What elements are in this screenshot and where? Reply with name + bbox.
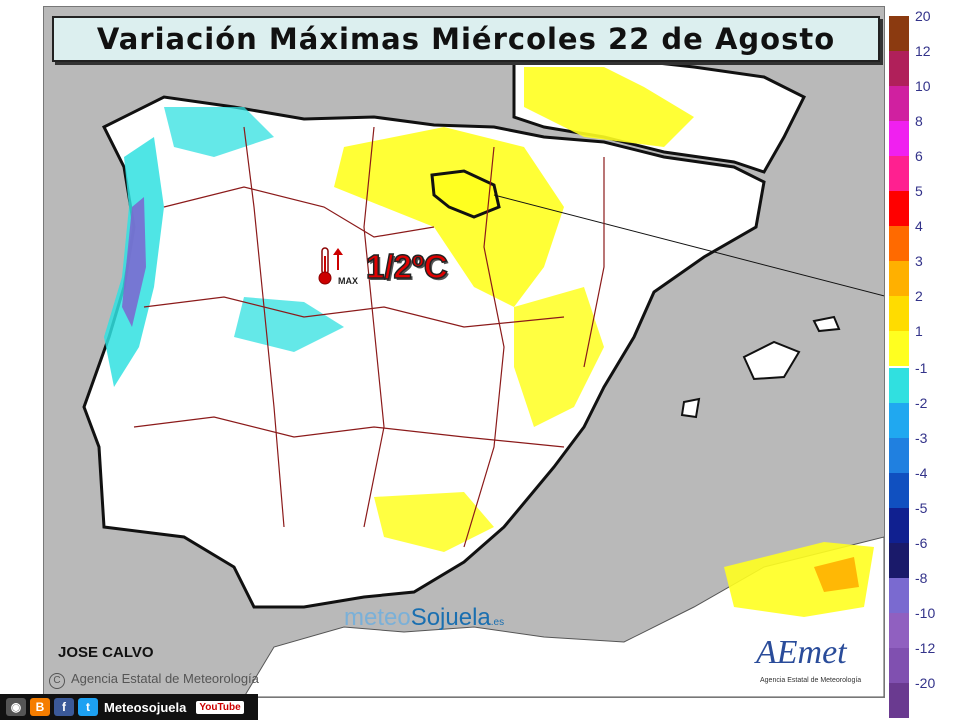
legend-negative-label: -6 [915,535,928,551]
legend-positive-swatch [889,191,909,226]
legend-positive-label: 20 [915,8,931,24]
warm-patch-east [514,287,604,427]
warm-patch-sea [724,542,874,617]
map-frame [43,6,885,698]
legend-negative-label: -8 [915,570,928,586]
aemet-logo: AEmet Agencia Estatal de Meteorología [746,630,876,690]
hot-patch-sea [814,557,859,592]
legend-negative-swatch [889,508,909,543]
legend-positive-label: 4 [915,218,923,234]
map-title: Variación Máximas Miércoles 22 de Agosto [96,22,836,56]
cool-patch-center [234,297,344,352]
watermark-part2: Sojuela [410,604,491,631]
youtube-icon[interactable]: YouTube [196,700,244,714]
legend-negative-label: -3 [915,430,928,446]
legend-positive-label: 6 [915,148,923,164]
legend-positive-swatch [889,16,909,51]
legend-positive-swatch [889,261,909,296]
ibiza [680,397,701,419]
aemet-name: AEmet [756,634,847,671]
watermark-suffix: .es [490,617,505,628]
legend-positive-label: 10 [915,78,931,94]
warm-patch-ebro [334,127,564,307]
copyright-icon: C [49,673,65,689]
facebook-icon[interactable]: f [54,698,74,716]
legend-negative-label: -20 [915,675,936,691]
cold-patch-coast [122,197,146,327]
legend-positive-swatch [889,121,909,156]
title-banner: Variación Máximas Miércoles 22 de Agosto [52,16,880,62]
province-borders [133,126,605,548]
africa-land [243,536,884,697]
menorca [812,315,841,333]
legend-positive-label: 2 [915,288,923,304]
legend-negative-swatch [889,403,909,438]
legend-positive-label: 1 [915,323,923,339]
la-rioja-outline [430,169,501,219]
legend-negative-swatch [889,473,909,508]
legend-negative-swatch [889,578,909,613]
social-account-name: Meteosojuela [104,699,187,715]
agency-credit: C Agencia Estatal de Meteorología [49,671,259,689]
agency-name: Agencia Estatal de Meteorología [71,671,259,686]
instagram-icon[interactable]: ◉ [6,698,26,716]
legend-negative-swatch [889,648,909,683]
watermark-logo: meteoSojuela.es [344,604,504,632]
warm-patch-france [524,67,694,147]
blogger-icon[interactable]: B [30,698,50,716]
pointer-line [493,194,884,297]
legend-positive-swatch [889,331,909,366]
legend-positive-swatch [889,226,909,261]
twitter-icon[interactable]: t [78,698,98,716]
max-label: MAX [338,276,358,286]
legend-negative-swatch [889,368,909,403]
legend-negative-label: -12 [915,640,936,656]
thermometer-max-icon [318,247,343,285]
legend-positive-swatch [889,156,909,191]
warm-patch-south [374,492,494,552]
social-bar: ◉ B f t Meteosojuela YouTube [0,694,258,720]
mallorca [742,340,801,381]
legend-negative-swatch [889,438,909,473]
legend-positive-swatch [889,296,909,331]
legend-positive-swatch [889,86,909,121]
legend-negative-label: -10 [915,605,936,621]
legend-negative-swatch [889,683,909,718]
color-legend: 20 12 10 8 6 5 4 3 2 1 -1 -2 -3 -4 -5 -6 -8 -10 -12 -20 [887,8,935,718]
legend-positive-label: 3 [915,253,923,269]
legend-negative-label: -5 [915,500,928,516]
legend-negative-label: -4 [915,465,928,481]
legend-negative-swatch [889,613,909,648]
legend-negative-label: -2 [915,395,928,411]
anomaly-value: 1/2ºC [365,247,448,286]
iberia-land [82,95,766,609]
legend-positive-swatch [889,51,909,86]
legend-positive-label: 5 [915,183,923,199]
legend-positive-label: 12 [915,43,931,59]
legend-negative-label: -1 [915,360,928,376]
aemet-subtitle: Agencia Estatal de Meteorología [760,677,862,684]
legend-negative-swatch [889,543,909,578]
watermark-part1: meteo [344,604,411,631]
anomaly-map [82,55,884,697]
legend-positive-label: 8 [915,113,923,129]
author-name: JOSE CALVO [58,644,154,661]
